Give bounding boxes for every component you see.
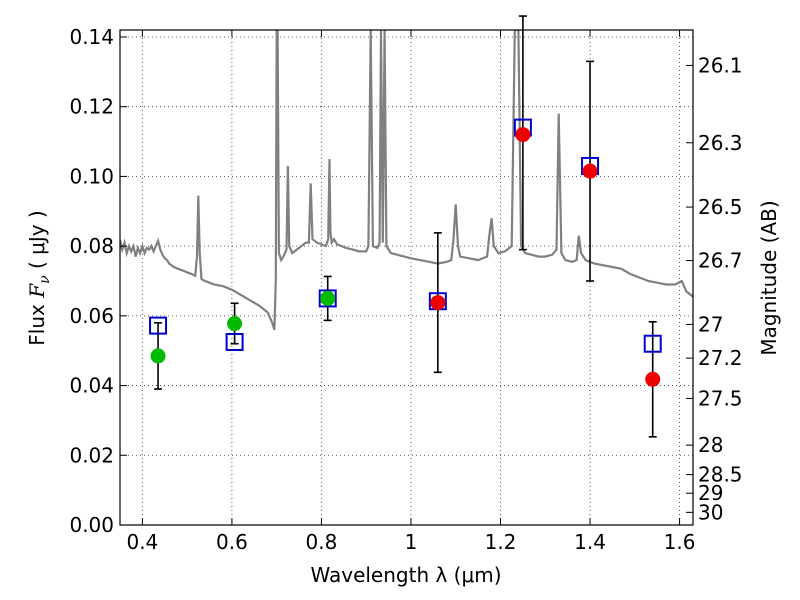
y-axis-label-pre: Flux: [25, 298, 49, 346]
grid-lines: [120, 30, 693, 525]
x-tick-label: 1.6: [664, 530, 696, 554]
y2-tick-label: 26.3: [698, 131, 743, 155]
y-axis-label: Flux Fν ( μJy ): [25, 210, 53, 345]
model-square-marker: [225, 332, 244, 351]
data-markers: [149, 118, 662, 387]
x-tick-label: 0.8: [306, 530, 338, 554]
axis-ticks: 0.4 0.6 0.8 1 1.2 1.4 1.6 0.00 0.02 0.04 0.06 0.08 0…: [69, 25, 742, 554]
x-tick-label: 1.2: [485, 530, 517, 554]
photometry-point: [150, 348, 166, 364]
error-bars: [154, 15, 657, 438]
y2-tick-label: 30: [698, 500, 723, 524]
y-tick-label: 0.06: [69, 304, 114, 328]
y-tick-label: 0.00: [69, 513, 114, 537]
y-axis-label-sub: ν: [37, 275, 53, 284]
y-tick-label: 0.14: [69, 25, 114, 49]
y-tick-label: 0.12: [69, 95, 114, 119]
plot-frame: [119, 29, 694, 526]
x-tick-label: 1.4: [574, 530, 606, 554]
y2-tick-label: 28: [698, 433, 723, 457]
y2-axis-label: Magnitude (AB): [757, 200, 781, 355]
y2-tick-label: 27.2: [698, 346, 743, 370]
model-spectrum-line: [120, 30, 693, 331]
y2-tick-label: 27: [698, 312, 723, 336]
y2-tick-label: 26.7: [698, 249, 743, 273]
photometry-point: [645, 371, 661, 387]
y-tick-label: 0.02: [69, 443, 114, 467]
photometry-point: [582, 163, 598, 179]
y-axis-label-f: F: [25, 283, 49, 299]
x-axis-label: Wavelength λ (μm): [310, 563, 501, 587]
photometry-point: [227, 316, 243, 332]
photometry-point: [515, 127, 531, 143]
y2-tick-label: 29: [698, 481, 723, 505]
x-tick-label: 0.4: [126, 530, 158, 554]
y2-tick-label: 26.5: [698, 195, 743, 219]
y2-tick-label: 26.1: [698, 53, 743, 77]
model-square-marker: [149, 316, 168, 335]
photometry-point: [320, 290, 336, 306]
y-tick-label: 0.04: [69, 374, 114, 398]
y-tick-label: 0.10: [69, 164, 114, 188]
photometry-point: [430, 295, 446, 311]
y2-tick-label: 27.5: [698, 386, 743, 410]
y-axis-label-post: ( μJy ): [25, 210, 49, 275]
x-tick-label: 0.6: [216, 530, 248, 554]
y-tick-label: 0.08: [69, 234, 114, 258]
y2-tick-label: 28.5: [698, 463, 743, 487]
x-tick-label: 1: [405, 530, 418, 554]
model-square-marker: [643, 334, 662, 353]
model-square-marker: [318, 289, 337, 308]
